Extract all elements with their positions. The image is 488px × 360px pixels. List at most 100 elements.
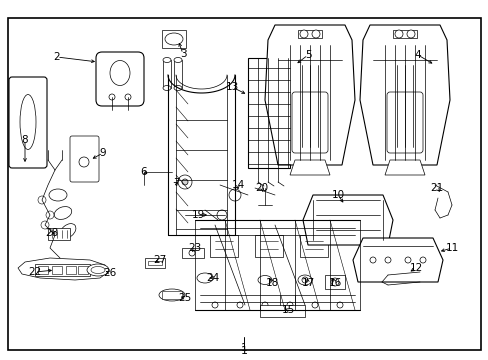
Circle shape (406, 30, 414, 38)
Text: 22: 22 (28, 267, 41, 277)
Text: 5: 5 (304, 50, 311, 60)
Bar (162, 291, 182, 299)
Circle shape (286, 302, 292, 308)
Bar (78, 266, 88, 274)
Circle shape (311, 30, 319, 38)
Text: 27: 27 (153, 255, 166, 265)
Ellipse shape (91, 266, 105, 274)
Circle shape (311, 302, 317, 308)
Ellipse shape (54, 207, 72, 220)
Circle shape (299, 30, 307, 38)
Text: 10: 10 (331, 190, 344, 200)
Polygon shape (264, 25, 354, 165)
Text: 28: 28 (45, 228, 59, 238)
Text: 16: 16 (328, 278, 341, 288)
Circle shape (125, 94, 131, 100)
Ellipse shape (49, 189, 67, 201)
Bar (325, 275, 345, 289)
Ellipse shape (159, 289, 184, 301)
Bar (148, 261, 162, 265)
Text: 13: 13 (225, 82, 238, 92)
Bar (260, 305, 305, 317)
Text: 21: 21 (429, 183, 443, 193)
Bar (299, 235, 327, 257)
Circle shape (330, 278, 338, 286)
FancyBboxPatch shape (70, 136, 99, 182)
Circle shape (109, 94, 115, 100)
Ellipse shape (60, 224, 76, 238)
Circle shape (189, 250, 195, 256)
Text: 25: 25 (178, 293, 191, 303)
Bar (38, 266, 48, 274)
Circle shape (336, 302, 342, 308)
Circle shape (217, 210, 226, 220)
Text: 11: 11 (445, 243, 458, 253)
Ellipse shape (197, 273, 213, 283)
Circle shape (212, 302, 218, 308)
FancyBboxPatch shape (9, 77, 47, 168)
Circle shape (228, 189, 241, 201)
Text: 12: 12 (408, 263, 422, 273)
Text: 1: 1 (240, 346, 247, 356)
Circle shape (404, 257, 410, 263)
Bar (145, 258, 164, 268)
Circle shape (79, 157, 89, 167)
Ellipse shape (163, 85, 171, 90)
Circle shape (38, 196, 46, 204)
Bar (35, 264, 90, 276)
Ellipse shape (163, 58, 171, 63)
Bar (209, 235, 238, 257)
FancyBboxPatch shape (291, 92, 327, 153)
Ellipse shape (258, 275, 271, 284)
Bar (163, 60, 171, 88)
Polygon shape (359, 25, 449, 165)
Text: 20: 20 (255, 183, 268, 193)
Circle shape (237, 302, 243, 308)
Text: 1: 1 (240, 343, 247, 353)
Text: 7: 7 (172, 178, 179, 188)
Ellipse shape (20, 94, 36, 149)
Polygon shape (289, 160, 329, 175)
Text: 19: 19 (191, 210, 204, 220)
Text: 4: 4 (414, 50, 421, 60)
Text: 3: 3 (179, 49, 186, 59)
Circle shape (46, 211, 54, 219)
Circle shape (302, 277, 307, 283)
Circle shape (369, 257, 375, 263)
Bar (162, 30, 185, 48)
Circle shape (182, 179, 187, 185)
Circle shape (394, 30, 402, 38)
Text: 14: 14 (231, 180, 244, 190)
Ellipse shape (297, 275, 311, 285)
Text: 26: 26 (103, 268, 116, 278)
Text: 6: 6 (141, 167, 147, 177)
Bar (254, 235, 283, 257)
Circle shape (51, 231, 59, 239)
Polygon shape (18, 258, 108, 280)
Circle shape (262, 302, 267, 308)
Bar (182, 248, 203, 258)
Ellipse shape (174, 85, 182, 90)
Bar (392, 30, 416, 38)
Bar (52, 266, 62, 274)
Bar (297, 30, 321, 38)
Bar (174, 60, 182, 88)
Text: 24: 24 (206, 273, 219, 283)
Ellipse shape (164, 33, 183, 45)
Polygon shape (352, 238, 442, 282)
Polygon shape (303, 195, 392, 245)
Text: 23: 23 (188, 243, 201, 253)
Circle shape (178, 175, 192, 189)
FancyBboxPatch shape (386, 92, 422, 153)
Text: 18: 18 (265, 278, 278, 288)
Polygon shape (384, 160, 424, 175)
Bar (48, 228, 70, 240)
Text: 15: 15 (281, 305, 294, 315)
Text: 8: 8 (21, 135, 28, 145)
FancyBboxPatch shape (96, 52, 143, 106)
Circle shape (41, 221, 49, 229)
Bar (247, 58, 289, 168)
Ellipse shape (87, 264, 109, 276)
Ellipse shape (110, 60, 130, 85)
Text: 9: 9 (100, 148, 106, 158)
